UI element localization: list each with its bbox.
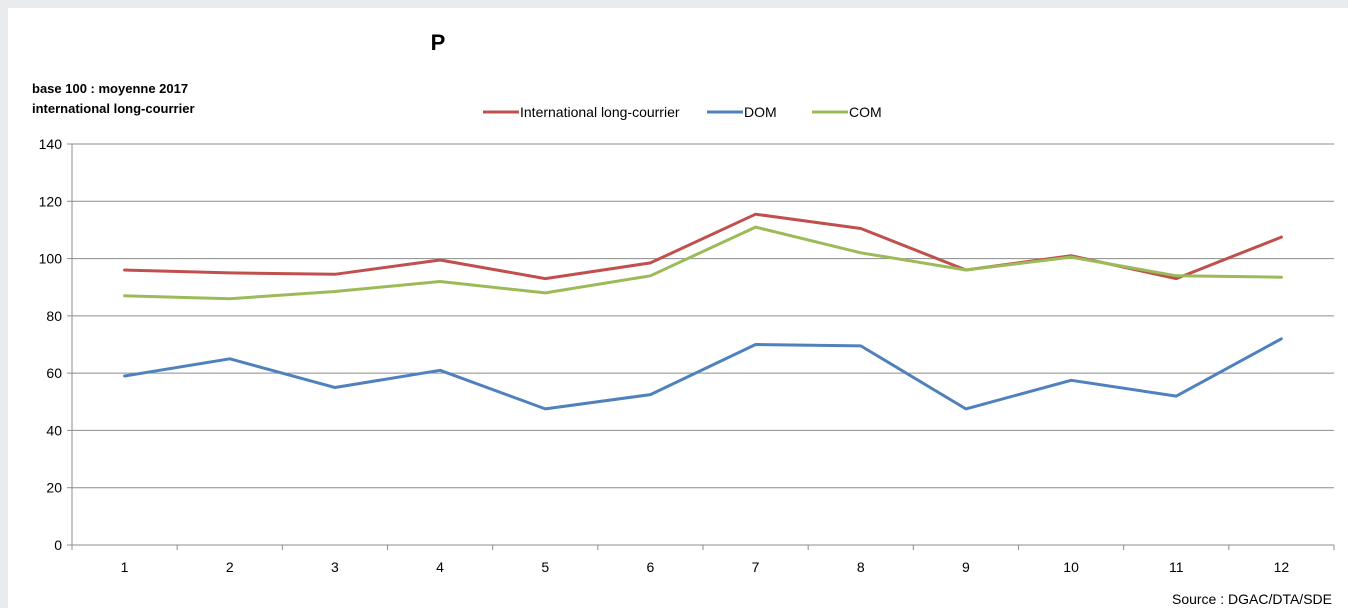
y-tick-label: 100 [39,251,63,267]
x-tick-label: 9 [962,559,970,575]
y-axis-label-line-2: international long-courrier [32,101,195,116]
legend: International long-courrier DOM COM [483,104,882,120]
y-tick-label: 80 [46,308,62,324]
x-tick-label: 7 [752,559,760,575]
axes [67,143,1335,550]
series-line-1 [123,337,1283,411]
x-tick-label: 5 [541,559,549,575]
legend-label-1: DOM [744,104,777,120]
y-tick-label: 60 [46,365,62,381]
x-tick-label: 4 [436,559,444,575]
x-tick-label: 11 [1169,559,1184,575]
x-tick-label: 1 [121,559,129,575]
x-tick-label: 10 [1063,559,1079,575]
y-tick-label: 140 [39,136,63,152]
x-tick-label: 2 [226,559,234,575]
x-tick-label: 12 [1274,559,1290,575]
series-line-2 [123,225,1283,301]
legend-label-0: International long-courrier [520,104,680,120]
x-tick-label: 3 [331,559,339,575]
x-tick-labels: 1 2 3 4 5 6 7 8 9 10 11 12 [121,559,1290,575]
source-note: Source : DGAC/DTA/SDE [1172,591,1332,607]
x-tick-label: 6 [647,559,655,575]
y-tick-label: 40 [46,422,62,438]
y-axis-label-line-1: base 100 : moyenne 2017 [32,81,188,96]
series-lines [123,212,1283,411]
x-tick-label: 8 [857,559,865,575]
legend-label-2: COM [849,104,882,120]
y-tick-label: 20 [46,480,62,496]
y-tick-label: 120 [39,193,63,209]
chart-title: P [431,30,446,55]
chart-frame: P base 100 : moyenne 2017 international … [8,8,1348,608]
y-tick-label: 0 [54,537,62,553]
gridlines [72,143,1334,489]
line-chart: P base 100 : moyenne 2017 international … [32,30,1335,607]
y-tick-labels: 0 20 40 60 80 100 120 140 [39,136,63,553]
series-line-0 [123,212,1283,281]
